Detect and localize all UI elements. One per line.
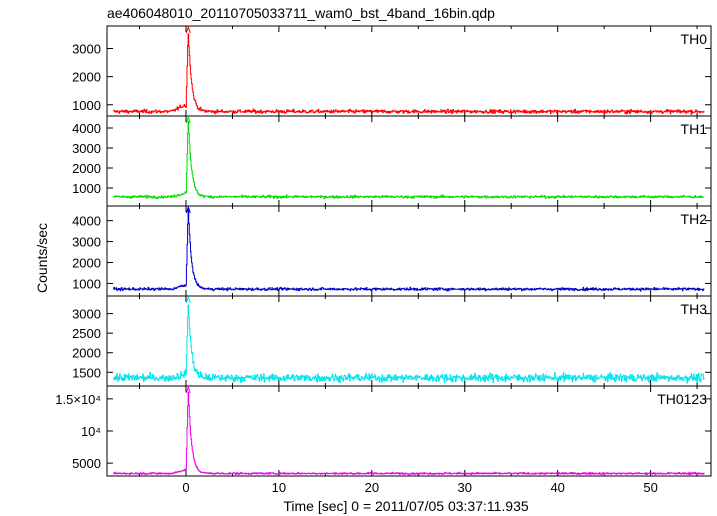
y-tick-label: 2000 (72, 256, 101, 271)
x-tick-label: 10 (272, 480, 286, 495)
x-tick-label: 50 (643, 480, 657, 495)
peak-arrow (185, 25, 191, 34)
series-line-th1 (113, 120, 705, 200)
series-line-th0123 (113, 391, 705, 476)
chart-title: ae406048010_20110705033711_wam0_bst_4ban… (107, 5, 495, 21)
y-tick-label: 1000 (72, 181, 101, 196)
y-tick-label: 5000 (72, 456, 101, 471)
y-tick-label: 2500 (72, 326, 101, 341)
peak-arrow (185, 385, 191, 394)
peak-arrow (185, 205, 191, 214)
y-tick-label: 3000 (72, 235, 101, 250)
y-axis-title: Counts/sec (34, 223, 50, 293)
y-tick-label: 4000 (72, 214, 101, 229)
y-tick-label: 1.5×10⁴ (55, 392, 101, 407)
y-tick-label: 1000 (72, 276, 101, 291)
panel-frame (106, 25, 712, 117)
panel-frame (106, 385, 712, 477)
y-tick-label: 2000 (72, 161, 101, 176)
y-tick-label: 1000 (72, 98, 101, 113)
panel-frame (106, 205, 712, 297)
y-tick-label: 3000 (72, 42, 101, 57)
panel-label: TH2 (681, 211, 708, 227)
y-tick-label: 3000 (72, 141, 101, 156)
panel-th3: 1500 2000 2500 3000 TH3 (72, 295, 712, 387)
x-axis-title: Time [sec] 0 = 2011/07/05 03:37:11.935 (283, 498, 529, 514)
y-tick-label: 3000 (72, 307, 101, 322)
panel-label: TH1 (681, 121, 708, 137)
series-line-th3 (113, 304, 705, 384)
panel-label: TH0123 (657, 391, 707, 407)
y-tick-label: 10⁴ (81, 424, 101, 439)
x-tick-label: 0 (182, 480, 189, 495)
panel-label: TH0 (681, 31, 708, 47)
x-tick-label: 20 (365, 480, 379, 495)
panel-th2: 1000 2000 3000 4000 TH2 (72, 205, 712, 297)
panel-label: TH3 (681, 301, 708, 317)
panel-th0123: 5000 10⁴ 1.5×10⁴ TH0123 (55, 385, 712, 477)
peak-arrow (185, 295, 191, 304)
y-tick-label: 1500 (72, 365, 101, 380)
series-line-th2 (113, 208, 705, 292)
x-tick-label: 40 (550, 480, 564, 495)
x-tick-label: 30 (458, 480, 472, 495)
panels-group: 1000 2000 3000 TH0 1000 2000 3000 4000 TH1 1000 20… (55, 25, 712, 495)
panel-th0: 1000 2000 3000 TH0 (72, 25, 712, 117)
peak-arrow (185, 115, 191, 124)
y-tick-label: 2000 (72, 346, 101, 361)
y-tick-label: 4000 (72, 121, 101, 136)
series-line-th0 (113, 33, 705, 115)
panel-th1: 1000 2000 3000 4000 TH1 (72, 115, 712, 207)
y-tick-label: 2000 (72, 70, 101, 85)
